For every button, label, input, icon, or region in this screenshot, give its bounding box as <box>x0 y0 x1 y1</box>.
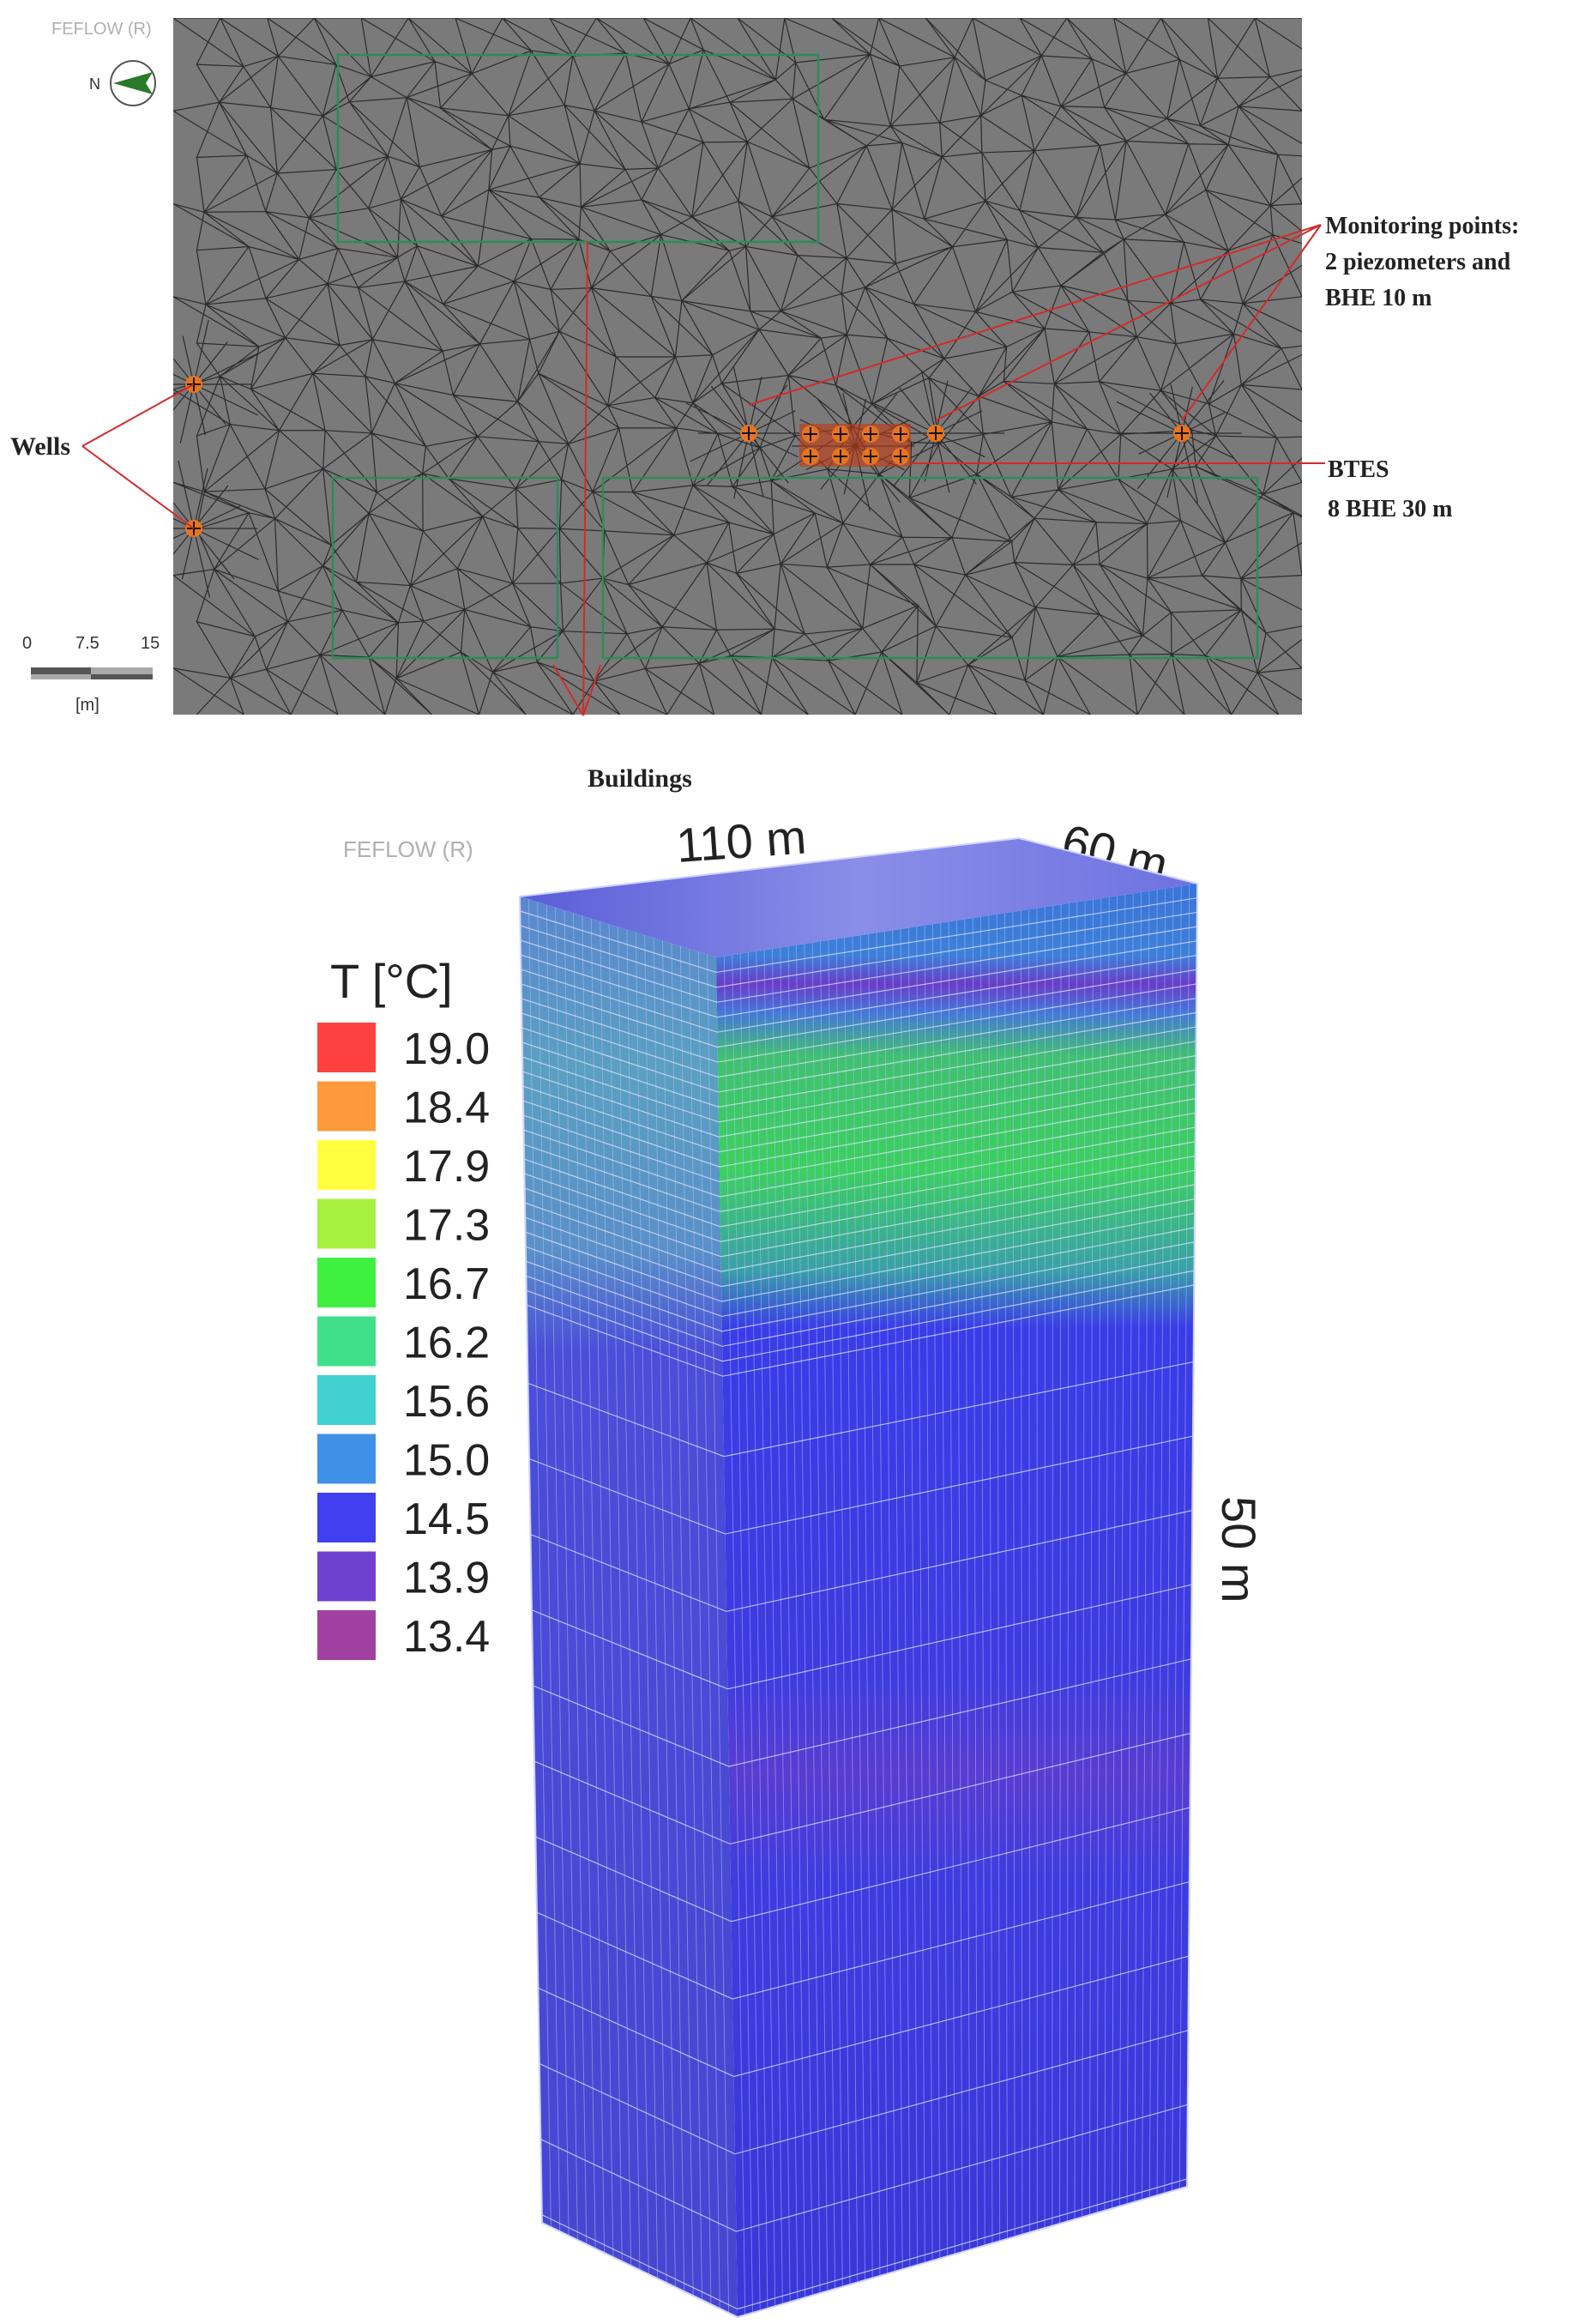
scale-tick-7-5: 7.5 <box>75 634 99 653</box>
legend-value: 17.3 <box>403 1201 490 1251</box>
legend-value: 16.2 <box>403 1319 490 1368</box>
piezometer-marker <box>740 425 757 442</box>
btes-bhe-marker <box>832 426 849 443</box>
legend-value: 17.9 <box>403 1142 490 1192</box>
annotation-lines <box>81 224 1325 716</box>
temperature-legend: T [°C] 19.0 18.4 17.9 17.3 16.7 16.2 15.6 15.0 1… <box>317 954 490 1662</box>
legend-swatch <box>317 1610 376 1660</box>
temperature-block <box>518 836 1199 2319</box>
scale-bar: 0 7.5 15 [m] <box>22 634 160 715</box>
legend-value: 14.5 <box>403 1494 490 1544</box>
dim-length: 110 m <box>674 810 808 872</box>
legend-value: 19.0 <box>403 1024 490 1074</box>
legend-swatch <box>317 1316 376 1367</box>
legend-swatch <box>317 1258 376 1307</box>
scale-tick-15: 15 <box>141 634 160 653</box>
monitoring-label-line1: Monitoring points: <box>1325 213 1519 239</box>
wells-label: Wells <box>10 432 70 461</box>
building-north <box>336 53 820 244</box>
btes-bhe-marker <box>892 448 909 465</box>
monitoring-label-line2: 2 piezometers and <box>1325 249 1511 275</box>
btes-bhe-marker <box>862 426 879 443</box>
north-label: N <box>89 75 100 93</box>
legend-swatch <box>317 1493 376 1542</box>
btes-label-line2: 8 BHE 30 m <box>1328 496 1452 522</box>
btes-bhe-marker <box>802 448 819 465</box>
legend-value: 18.4 <box>403 1084 490 1133</box>
block-watermark: FEFLOW (R) <box>343 836 473 862</box>
bhe10-marker <box>927 425 944 442</box>
plan-watermark: FEFLOW (R) <box>51 20 152 39</box>
monitoring-markers <box>740 425 1190 442</box>
building-south-east <box>601 476 1259 660</box>
legend-swatch <box>317 1023 376 1072</box>
legend-title: T [°C] <box>330 954 453 1008</box>
btes-bhe-marker <box>862 448 879 465</box>
legend-swatch <box>317 1198 376 1249</box>
block-layer-grid <box>520 897 1197 2310</box>
mesh-edges <box>173 18 1302 715</box>
legend-swatch <box>317 1140 376 1190</box>
block-front-face <box>716 884 1197 2317</box>
piezometer-marker <box>1173 425 1190 442</box>
legend-swatch <box>317 1434 376 1484</box>
building-outlines <box>331 53 1259 660</box>
buildings-label: Buildings <box>588 764 692 793</box>
legend-value: 15.0 <box>403 1436 490 1486</box>
btes-markers <box>799 424 911 467</box>
legend-value: 13.9 <box>403 1554 490 1603</box>
block-top-face <box>520 838 1197 957</box>
legend-swatch <box>317 1375 376 1425</box>
legend-swatch <box>317 1551 376 1602</box>
btes-bhe-marker <box>802 426 819 443</box>
btes-label-line1: BTES <box>1328 456 1389 483</box>
block-vertical-grid <box>527 884 1190 2315</box>
north-arrow-icon: N <box>89 60 156 106</box>
block-grid-lines <box>520 884 1197 2315</box>
finite-element-mesh <box>173 18 1302 715</box>
scale-tick-0: 0 <box>22 634 32 653</box>
block-outline <box>518 836 1199 2319</box>
legend-value: 13.4 <box>403 1612 490 1662</box>
btes-bhe-marker <box>892 426 909 443</box>
legend-value: 15.6 <box>403 1377 490 1427</box>
scale-unit: [m] <box>75 696 99 715</box>
btes-bhe-marker <box>832 448 849 465</box>
legend-swatch <box>317 1081 376 1132</box>
legend-value: 16.7 <box>403 1259 490 1309</box>
dim-depth: 50 m <box>1212 1496 1266 1603</box>
monitoring-label-line3: BHE 10 m <box>1325 285 1431 311</box>
building-south-west <box>331 476 559 660</box>
